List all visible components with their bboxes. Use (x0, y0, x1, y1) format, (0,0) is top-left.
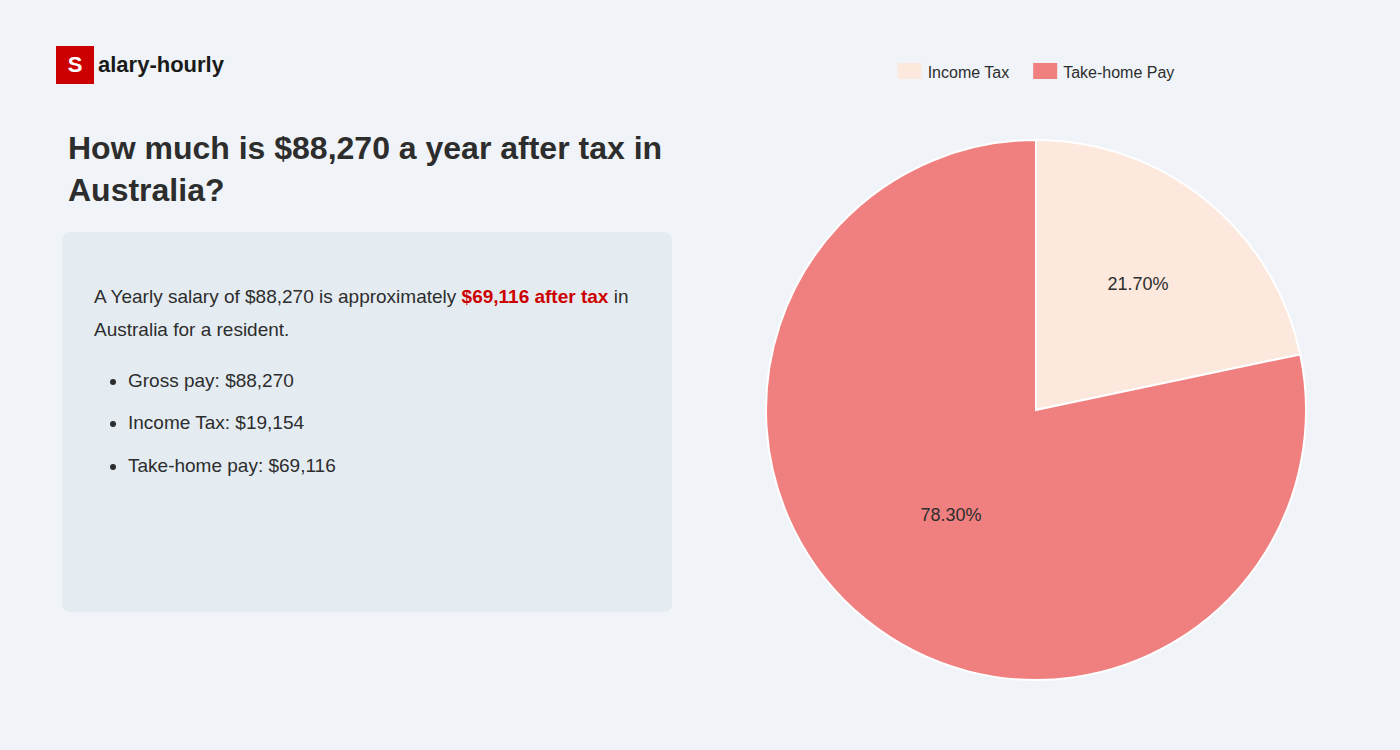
logo-text: alary-hourly (98, 52, 224, 78)
pie-chart: 21.70% 78.30% Income Tax Take-home Pay (700, 0, 1380, 750)
title: How much is $88,270 a year after tax in … (68, 128, 668, 211)
data-label: 21.70% (1108, 274, 1169, 294)
legend-swatch (898, 63, 922, 79)
bullet-list: Gross pay: $88,270 Income Tax: $19,154 Tak… (94, 369, 640, 479)
legend-label: Take-home Pay (1063, 64, 1174, 81)
data-labels: 21.70% 78.30% (920, 274, 1168, 525)
text-panel: S alary-hourly How much is $88,270 a yea… (42, 0, 682, 750)
paragraph-text: Australia for a resident. (94, 319, 289, 340)
paragraph: A Yearly salary of $88,270 is approximat… (94, 280, 640, 347)
bullet-item: Gross pay: $88,270 (128, 369, 640, 394)
bullet-item: Income Tax: $19,154 (128, 411, 640, 436)
legend-swatch (1033, 63, 1057, 79)
legend-label: Income Tax (928, 64, 1010, 81)
logo-letter: S (56, 46, 94, 84)
paragraph-text: in (608, 286, 628, 307)
data-label: 78.30% (920, 505, 981, 525)
paragraph-text: A Yearly salary of $88,270 is approximat… (94, 286, 462, 307)
legend: Income Tax Take-home Pay (898, 63, 1175, 81)
legend-item: Take-home Pay (1033, 63, 1174, 81)
logo: S alary-hourly (56, 46, 224, 84)
bullet-item: Take-home pay: $69,116 (128, 454, 640, 479)
slice (766, 140, 1306, 680)
highlight: $69,116 after tax (462, 286, 609, 307)
slices (766, 140, 1306, 680)
legend-item: Income Tax (898, 63, 1010, 81)
info-box: A Yearly salary of $88,270 is approximat… (62, 232, 672, 612)
